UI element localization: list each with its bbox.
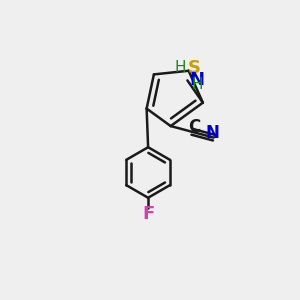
Text: N: N	[205, 124, 219, 142]
Text: C: C	[188, 118, 201, 136]
Text: N: N	[189, 71, 204, 89]
Text: F: F	[142, 205, 154, 223]
Text: S: S	[188, 59, 200, 77]
Text: H: H	[191, 77, 203, 92]
Text: H: H	[174, 59, 186, 74]
